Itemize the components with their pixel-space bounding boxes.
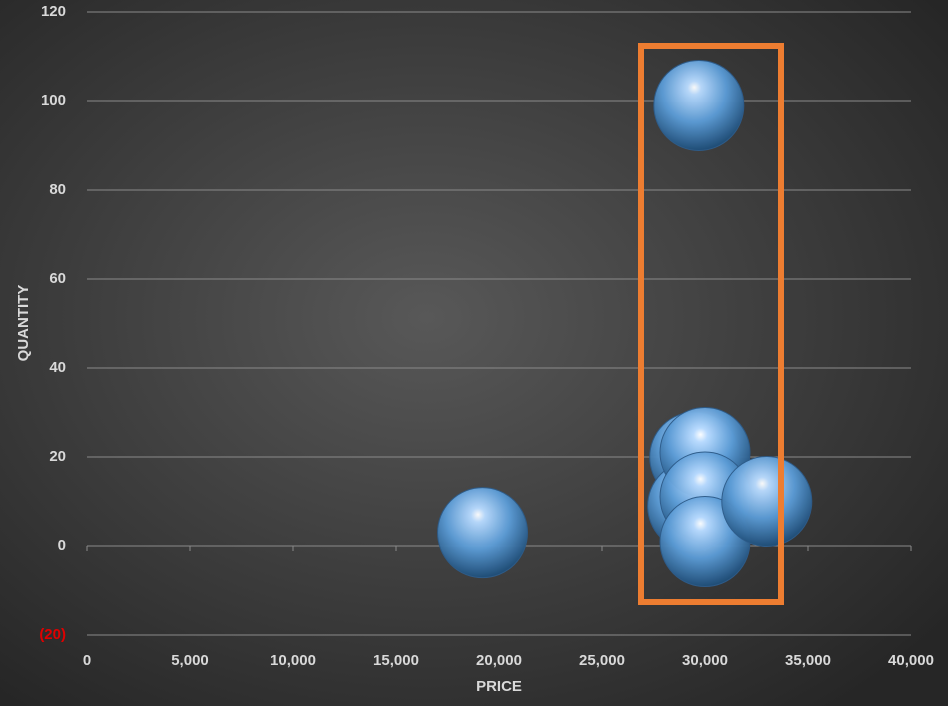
y-tick-label: 60: [49, 270, 66, 287]
bubble: [437, 487, 529, 579]
grid: [86, 11, 912, 636]
y-axis-label: QUANTITY: [15, 285, 32, 362]
bubble: [721, 456, 813, 547]
x-axis-label: PRICE: [476, 678, 522, 695]
x-tick-label: 35,000: [785, 652, 831, 669]
x-tick-label: 10,000: [270, 652, 316, 669]
highlight-box: [638, 43, 784, 605]
y-tick-label: 80: [49, 181, 66, 198]
x-tick-label: 20,000: [476, 652, 522, 669]
x-tick-label: 25,000: [579, 652, 625, 669]
x-tick-label: 15,000: [373, 652, 419, 669]
y-tick-label: 40: [49, 359, 66, 376]
y-tick-label: (20): [39, 626, 66, 643]
y-tick-label: 100: [41, 92, 66, 109]
y-tick-label: 20: [49, 448, 66, 465]
y-tick-label: 120: [41, 3, 66, 20]
bubble: [653, 59, 745, 151]
x-tick-label: 0: [83, 652, 91, 669]
bubbles: [437, 59, 813, 588]
y-tick-label: 0: [58, 537, 66, 554]
x-tick-label: 40,000: [888, 652, 934, 669]
x-tick-label: 5,000: [171, 652, 209, 669]
x-tick-label: 30,000: [682, 652, 728, 669]
